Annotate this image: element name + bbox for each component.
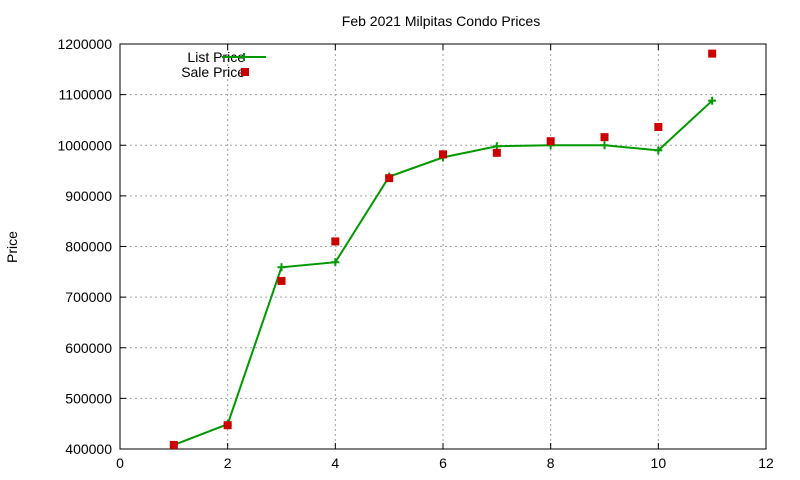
y-tick-label: 400000 (65, 441, 112, 457)
chart-title: Feb 2021 Milpitas Condo Prices (342, 13, 540, 29)
sale-price-point (654, 123, 663, 132)
x-tick-label: 10 (651, 455, 667, 471)
y-tick-label: 900000 (65, 188, 112, 204)
legend-sale-price-label: Sale Price (181, 64, 245, 80)
y-tick-label: 1000000 (57, 137, 112, 153)
x-tick-label: 4 (331, 455, 339, 471)
sale-price-point (385, 174, 394, 183)
list-price-marker (600, 141, 609, 150)
y-tick-label: 1100000 (59, 87, 113, 103)
x-tick-label: 6 (439, 455, 447, 471)
x-tick-label: 12 (758, 455, 774, 471)
y-tick-label: 700000 (65, 289, 112, 305)
list-price-marker (654, 146, 663, 155)
sale-price-point (331, 237, 340, 246)
sale-price-point (546, 137, 555, 146)
grid-lines (120, 44, 766, 449)
legend-sale-price-swatch (241, 68, 249, 76)
y-tick-label: 1200000 (57, 36, 112, 52)
y-axis-label: Price (4, 231, 20, 263)
sale-price-point (708, 49, 717, 58)
x-tick-label: 8 (547, 455, 555, 471)
y-tick-label: 800000 (65, 239, 112, 255)
sale-price-point (277, 276, 286, 285)
axes: 0 2 4 6 8 10 12 400000 500000 600000 700000 800000 9… (57, 36, 774, 471)
y-tick-label: 600000 (65, 340, 112, 356)
x-tick-label: 2 (224, 455, 232, 471)
list-price-marker (277, 263, 286, 272)
y-tick-label: 500000 (65, 390, 112, 406)
sale-price-point (169, 440, 178, 449)
legend-list-price-label: List Price (187, 49, 245, 65)
list-price-marker (708, 96, 717, 105)
list-price-marker (331, 258, 340, 267)
sale-price-point (600, 133, 609, 142)
sale-price-point (492, 148, 501, 157)
sale-price-point (223, 421, 232, 430)
x-tick-label: 0 (116, 455, 124, 471)
sale-price-point (439, 150, 447, 159)
series-layer (169, 49, 717, 449)
